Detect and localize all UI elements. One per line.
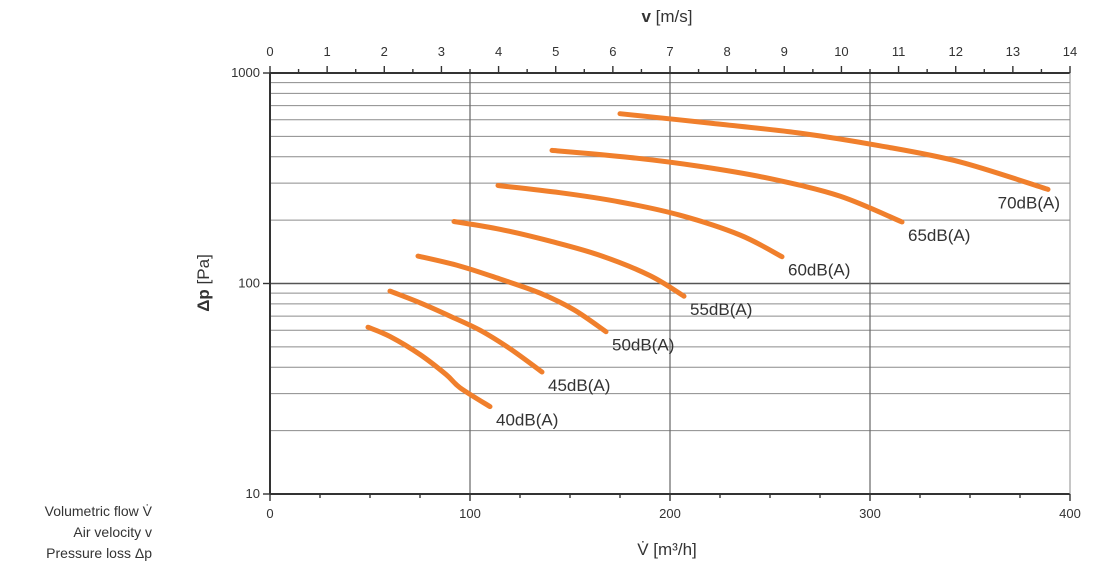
bottom-tick-label: 200 [659,506,681,521]
series-line [387,288,545,375]
top-tick-label: 6 [609,44,616,59]
top-tick-label: 0 [266,44,273,59]
top-tick-label: 2 [381,44,388,59]
top-tick-label: 7 [666,44,673,59]
top-tick-label: 3 [438,44,445,59]
top-tick-label: 5 [552,44,559,59]
top-axis-title: v [m/s] [641,7,692,26]
y-tick-label: 100 [238,276,260,291]
top-tick-label: 13 [1006,44,1020,59]
series-label: 60dB(A) [788,261,850,280]
top-tick-label: 14 [1063,44,1077,59]
top-tick-label: 8 [724,44,731,59]
bottom-tick-label: 100 [459,506,481,521]
series-line [549,147,905,225]
symbol-legend: Volumetric flow V̇ Air velocity v Pressu… [0,501,152,564]
series-label: 45dB(A) [548,376,610,395]
series-label: 55dB(A) [690,300,752,319]
bottom-axis-title: V̇ [m³/h] [637,540,697,559]
axes [263,66,1071,501]
top-tick-label: 4 [495,44,502,59]
top-tick-label: 10 [834,44,848,59]
y-axis-title: Δp [Pa] [194,254,213,312]
series-line [365,324,493,410]
series-line [495,183,785,260]
series-label: 65dB(A) [908,226,970,245]
top-tick-label: 12 [948,44,962,59]
series-line [415,253,609,335]
gridlines [270,73,1070,495]
legend-air-velocity: Air velocity v [73,524,152,540]
y-tick-label: 1000 [231,65,260,80]
series-label: 70dB(A) [998,193,1060,212]
series-label: 50dB(A) [612,336,674,355]
series-line [451,219,687,299]
bottom-tick-label: 0 [266,506,273,521]
bottom-tick-label: 300 [859,506,881,521]
top-tick-label: 1 [324,44,331,59]
series-label: 40dB(A) [496,411,558,430]
bottom-tick-label: 400 [1059,506,1081,521]
legend-pressure-loss: Pressure loss Δp [46,545,152,561]
top-tick-label: 9 [781,44,788,59]
y-tick-label: 10 [246,486,260,501]
series-line [617,111,1051,192]
data-series [365,111,1051,410]
top-tick-label: 11 [892,44,906,59]
legend-volumetric-flow: Volumetric flow V̇ [44,503,152,519]
